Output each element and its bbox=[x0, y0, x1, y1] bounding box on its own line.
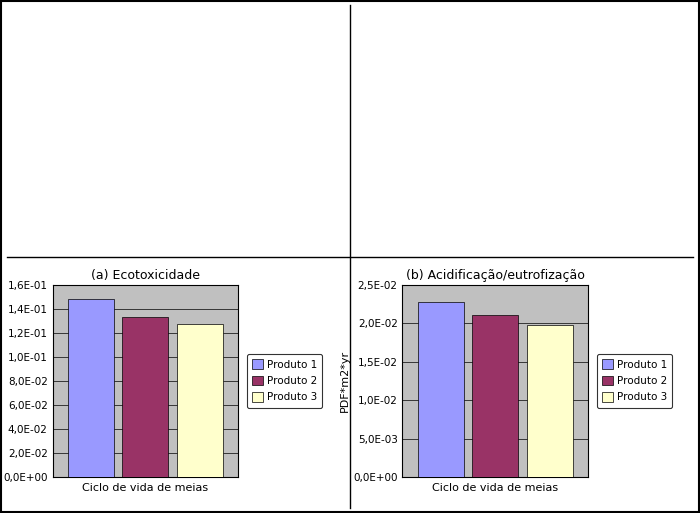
Legend: Produto 1, Produto 2, Produto 3: Produto 1, Produto 2, Produto 3 bbox=[247, 354, 322, 408]
Title: (b) Acidificação/eutrofização: (b) Acidificação/eutrofização bbox=[406, 269, 584, 282]
X-axis label: Ciclo de vida de meias: Ciclo de vida de meias bbox=[82, 483, 209, 492]
Bar bbox=[176, 324, 223, 477]
Bar bbox=[472, 315, 519, 477]
Bar bbox=[526, 325, 573, 477]
Bar bbox=[122, 317, 169, 477]
Legend: Produto 1, Produto 2, Produto 3: Produto 1, Produto 2, Produto 3 bbox=[597, 354, 672, 408]
Bar bbox=[417, 302, 464, 477]
Title: (a) Ecotoxicidade: (a) Ecotoxicidade bbox=[91, 269, 200, 282]
X-axis label: Ciclo de vida de meias: Ciclo de vida de meias bbox=[432, 483, 559, 492]
Bar bbox=[67, 299, 114, 477]
Y-axis label: PDF*m2*yr: PDF*m2*yr bbox=[340, 350, 351, 412]
